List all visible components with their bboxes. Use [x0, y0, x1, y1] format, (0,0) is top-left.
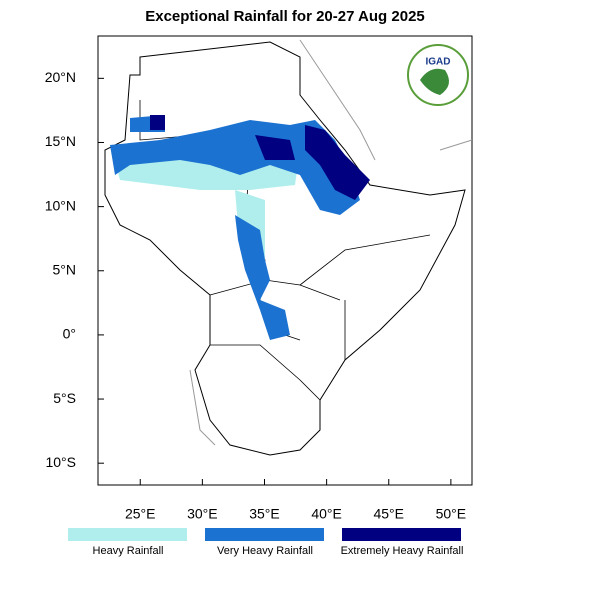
legend-swatch: [205, 528, 324, 541]
x-tick-label: 40°E: [311, 506, 342, 522]
legend-label: Extremely Heavy Rainfall: [341, 545, 464, 557]
logo-text: IGAD: [426, 57, 451, 68]
extremely-heavy-rainfall-area: [150, 115, 370, 200]
region-outline: [104, 41, 466, 456]
x-tick-label: 50°E: [436, 506, 467, 522]
y-tick-label: 5°S: [53, 390, 76, 406]
map-title: Exceptional Rainfall for 20-27 Aug 2025: [145, 8, 425, 25]
y-tick-label: 20°N: [45, 69, 76, 85]
igad-logo: IGAD: [407, 44, 469, 106]
x-tick-label: 30°E: [187, 506, 218, 522]
axes: 25°E 30°E 35°E 40°E 45°E 50°E 20°N 15°N 10°N 5°N 0…: [45, 69, 466, 522]
legend-swatch: [68, 528, 187, 541]
x-tick-label: 35°E: [249, 506, 280, 522]
x-tick-label: 45°E: [373, 506, 404, 522]
logo-map: [420, 68, 449, 95]
y-tick-label: 5°N: [53, 261, 77, 277]
legend-label: Very Heavy Rainfall: [217, 545, 313, 557]
rainfall-areas: [110, 115, 370, 340]
legend-label: Heavy Rainfall: [93, 545, 164, 557]
very-heavy-rainfall-area: [110, 115, 360, 340]
map-frame: [97, 35, 473, 486]
y-tick-label: 0°: [63, 326, 76, 342]
y-tick-label: 15°N: [45, 133, 76, 149]
y-tick-label: 10°S: [45, 454, 76, 470]
coastline: [189, 39, 473, 446]
x-tick-label: 25°E: [125, 506, 156, 522]
legend-swatch: [342, 528, 461, 541]
map-area: IGAD: [97, 35, 473, 486]
y-tick-label: 10°N: [45, 197, 76, 213]
legend: Heavy Rainfall Very Heavy Rainfall Extreme…: [68, 528, 463, 557]
